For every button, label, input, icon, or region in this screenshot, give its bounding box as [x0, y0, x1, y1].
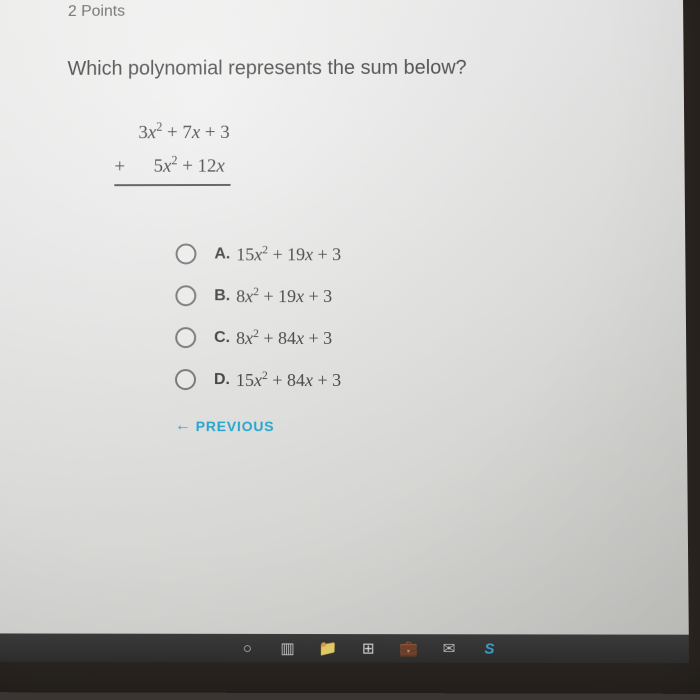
option-letter: A. — [214, 245, 230, 263]
quiz-content: Question 4 of 10 2 Points Which polynomi… — [0, 0, 687, 435]
option-c[interactable]: C. 8x2 + 84x + 3 — [175, 326, 616, 348]
option-letter: B. — [214, 287, 230, 305]
option-letter: C. — [214, 329, 230, 347]
question-prompt: Which polynomial represents the sum belo… — [67, 56, 613, 80]
taskbar-icons: ○ ▥ 📁 ⊞ 💼 ✉ S — [238, 639, 498, 658]
option-expression: 15x2 + 84x + 3 — [236, 369, 341, 391]
option-b[interactable]: B. 8x2 + 19x + 3 — [175, 284, 615, 306]
equation-block: 3x2 + 7x + 3 + 5x2 + 12x — [114, 119, 614, 186]
radio-icon[interactable] — [175, 327, 196, 348]
store-icon[interactable]: ⊞ — [359, 639, 377, 657]
task-view-icon[interactable]: ▥ — [279, 639, 297, 657]
photo-background: Question 4 of 10 2 Points Which polynomi… — [0, 0, 700, 694]
option-expression: 8x2 + 19x + 3 — [236, 285, 332, 307]
radio-icon[interactable] — [175, 369, 196, 390]
answer-options: A. 15x2 + 19x + 3 B. 8x2 + 19x + 3 C. 8x… — [175, 242, 616, 390]
option-letter: D. — [214, 371, 230, 389]
plus-operator: + — [114, 156, 125, 177]
folder-icon[interactable]: 📁 — [319, 639, 337, 657]
app-s-icon[interactable]: S — [480, 639, 498, 657]
mail-icon[interactable]: ✉ — [440, 639, 458, 657]
option-a[interactable]: A. 15x2 + 19x + 3 — [176, 242, 616, 265]
previous-label: PREVIOUS — [196, 418, 275, 434]
windows-taskbar: ○ ▥ 📁 ⊞ 💼 ✉ S — [0, 633, 689, 663]
previous-button[interactable]: ← PREVIOUS — [175, 417, 617, 435]
option-expression: 15x2 + 19x + 3 — [236, 243, 341, 265]
option-expression: 8x2 + 84x + 3 — [236, 327, 332, 349]
points-label: 2 Points — [68, 1, 614, 21]
equation-line-1: 3x2 + 7x + 3 — [138, 119, 614, 144]
shopping-bag-icon[interactable]: 💼 — [400, 639, 418, 657]
radio-icon[interactable] — [175, 285, 196, 306]
option-d[interactable]: D. 15x2 + 84x + 3 — [175, 368, 616, 390]
equation-line-2: + 5x2 + 12x — [114, 154, 231, 186]
radio-icon[interactable] — [176, 244, 197, 265]
mic-icon[interactable]: ○ — [238, 639, 256, 657]
screen-area: Question 4 of 10 2 Points Which polynomi… — [0, 0, 689, 638]
arrow-left-icon: ← — [175, 417, 192, 435]
